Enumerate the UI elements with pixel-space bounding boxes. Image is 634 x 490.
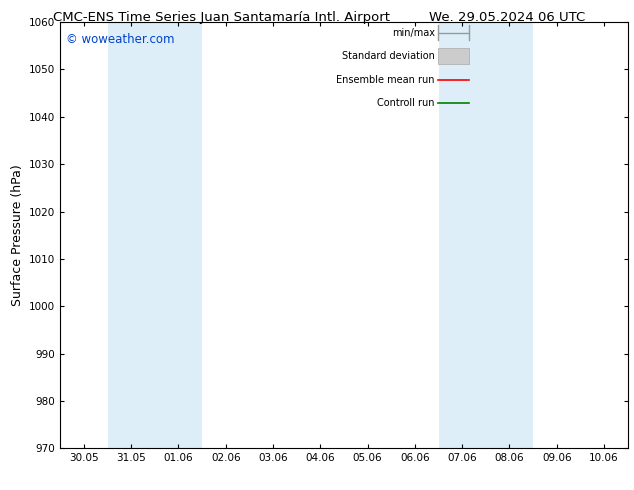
Bar (439, 22, 533, 448)
Text: Standard deviation: Standard deviation (342, 51, 435, 61)
Text: Ensemble mean run: Ensemble mean run (336, 74, 435, 85)
Text: We. 29.05.2024 06 UTC: We. 29.05.2024 06 UTC (429, 11, 585, 24)
Bar (108, 22, 202, 448)
Text: min/max: min/max (392, 28, 435, 38)
Text: Controll run: Controll run (377, 98, 435, 108)
Text: © woweather.com: © woweather.com (66, 33, 174, 46)
Text: CMC-ENS Time Series Juan Santamaría Intl. Airport: CMC-ENS Time Series Juan Santamaría Intl… (53, 11, 391, 24)
Y-axis label: Surface Pressure (hPa): Surface Pressure (hPa) (11, 164, 23, 306)
Bar (437, 49, 469, 64)
